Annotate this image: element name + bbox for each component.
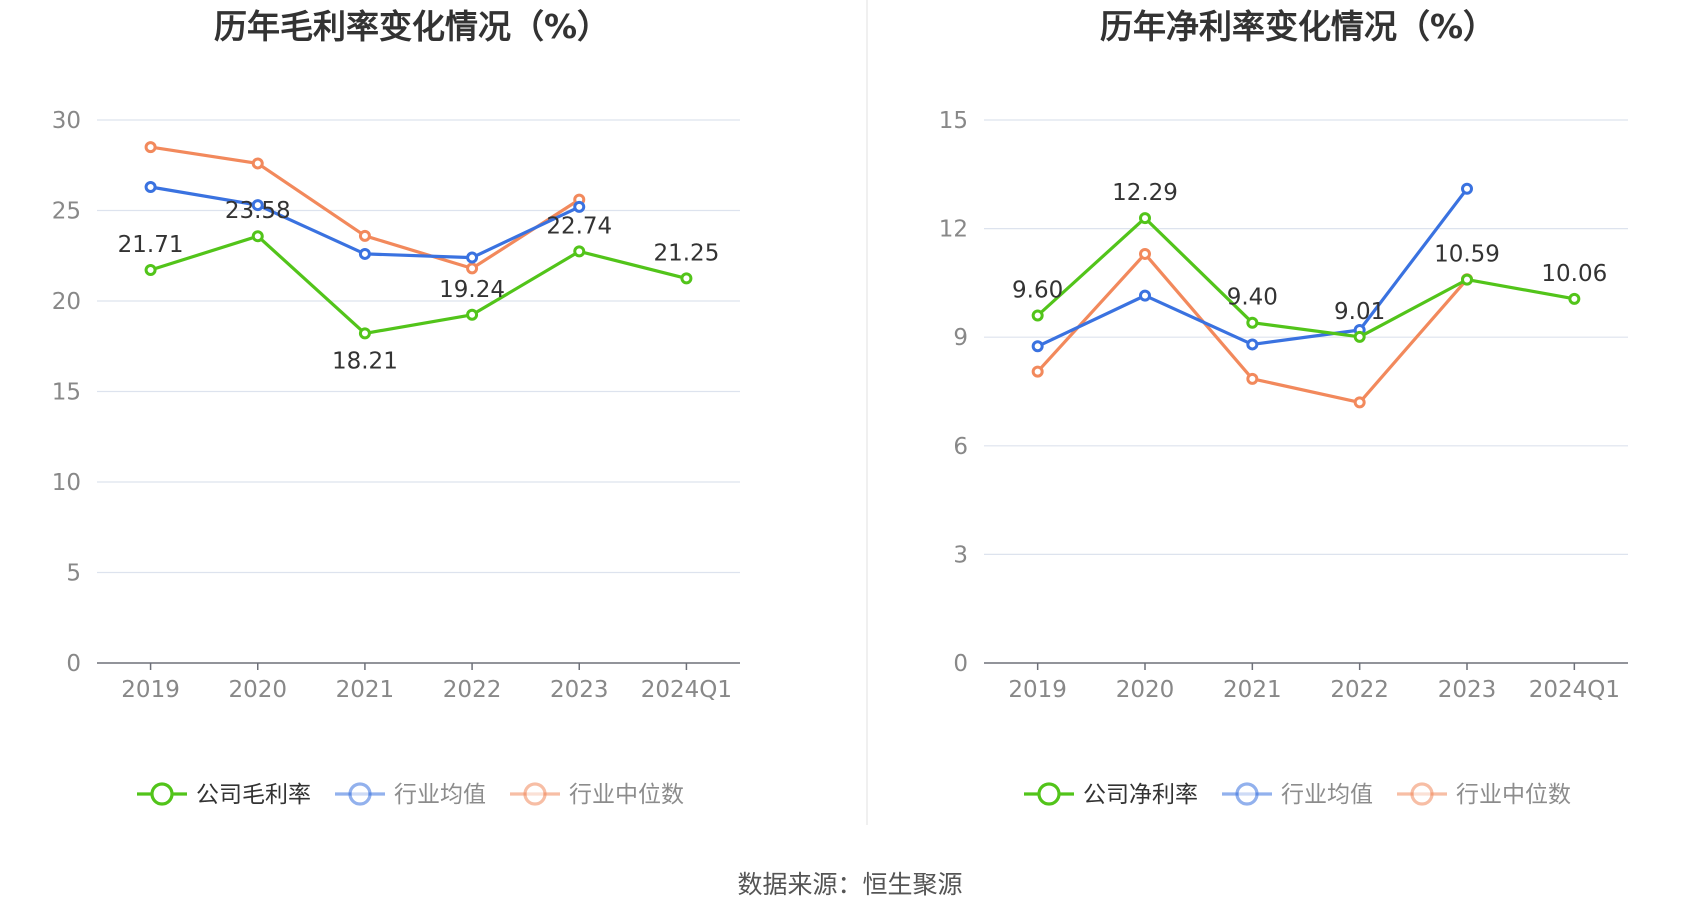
data-point-median[interactable] xyxy=(1031,365,1044,378)
data-source: 数据来源：恒生聚源 xyxy=(737,870,962,899)
data-label: 9.40 xyxy=(1227,285,1278,311)
legend-marker xyxy=(1235,782,1259,806)
legend-item-median[interactable]: 行业中位数 xyxy=(510,782,684,808)
chart-title: 历年毛利率变化情况（%） xyxy=(214,7,610,46)
data-label: 9.60 xyxy=(1012,277,1063,303)
series-line-avg xyxy=(150,185,580,260)
x-tick-label: 2019 xyxy=(1008,677,1067,703)
gross-margin-chart: 历年毛利率变化情况（%） 0 5 10 15 20 25 30 2019 2020 2021 2022… xyxy=(52,7,740,808)
x-tick-label: 2023 xyxy=(1438,677,1497,703)
data-point-avg[interactable] xyxy=(144,180,157,193)
legend-item-median[interactable]: 行业中位数 xyxy=(1397,782,1571,808)
x-tick-label: 2019 xyxy=(121,677,180,703)
legend-marker xyxy=(150,782,174,806)
data-point-median[interactable] xyxy=(358,229,371,242)
data-point-avg[interactable] xyxy=(1461,182,1473,195)
legend-label: 公司毛利率 xyxy=(196,782,311,808)
legend-label: 公司净利率 xyxy=(1083,782,1198,808)
data-label: 22.74 xyxy=(546,213,612,239)
data-label: 10.59 xyxy=(1434,242,1500,268)
y-tick-label: 12 xyxy=(939,217,968,243)
data-point-company[interactable] xyxy=(1568,292,1581,305)
data-point-median[interactable] xyxy=(1353,396,1366,409)
y-tick-label: 3 xyxy=(953,542,968,568)
data-label: 12.29 xyxy=(1112,180,1178,206)
y-tick-label: 15 xyxy=(52,380,81,406)
data-point-median[interactable] xyxy=(1139,247,1151,260)
y-tick-label: 30 xyxy=(52,108,81,134)
legend-label: 行业中位数 xyxy=(1456,782,1571,808)
x-tick-label: 2024Q1 xyxy=(1529,677,1620,703)
x-tick-label: 2020 xyxy=(228,677,287,703)
data-label: 10.06 xyxy=(1541,261,1607,287)
data-point-avg[interactable] xyxy=(1246,338,1259,351)
data-point-avg[interactable] xyxy=(251,199,264,212)
data-point-company[interactable] xyxy=(680,272,693,285)
legend-item-company[interactable]: 公司净利率 xyxy=(1024,782,1198,808)
data-point-company[interactable] xyxy=(251,230,264,243)
data-point-avg[interactable] xyxy=(358,247,371,260)
data-point-avg[interactable] xyxy=(573,200,586,213)
y-tick-label: 0 xyxy=(953,651,968,677)
data-point-company[interactable] xyxy=(358,327,371,340)
data-point-avg[interactable] xyxy=(1031,340,1044,353)
data-label: 19.24 xyxy=(439,277,505,303)
legend-marker xyxy=(348,782,372,806)
data-point-median[interactable] xyxy=(251,157,264,170)
chart-title: 历年净利率变化情况（%） xyxy=(1100,7,1496,46)
legend-item-avg[interactable]: 行业均值 xyxy=(335,782,486,808)
data-point-median[interactable] xyxy=(1246,372,1259,385)
net-margin-chart: 历年净利率变化情况（%） 0 3 6 9 12 15 2019 2020 2021 2022 2023… xyxy=(939,7,1628,808)
y-tick-label: 15 xyxy=(939,108,968,134)
y-tick-label: 5 xyxy=(66,561,81,587)
data-point-company[interactable] xyxy=(1246,316,1259,329)
data-point-company[interactable] xyxy=(144,264,157,277)
legend-label: 行业均值 xyxy=(394,782,486,808)
legend-item-company[interactable]: 公司毛利率 xyxy=(137,782,311,808)
legend-item-avg[interactable]: 行业均值 xyxy=(1222,782,1373,808)
legend-marker xyxy=(523,782,547,806)
x-tick-label: 2022 xyxy=(1330,677,1389,703)
x-tick-label: 2020 xyxy=(1116,677,1175,703)
data-point-avg[interactable] xyxy=(1139,289,1151,302)
data-point-median[interactable] xyxy=(466,262,479,275)
data-point-avg[interactable] xyxy=(466,251,479,264)
x-tick-label: 2023 xyxy=(550,677,609,703)
x-tick-label: 2021 xyxy=(336,677,395,703)
x-tick-label: 2024Q1 xyxy=(641,677,732,703)
data-point-company[interactable] xyxy=(1031,309,1044,322)
data-point-company[interactable] xyxy=(1461,273,1473,286)
data-point-median[interactable] xyxy=(144,141,157,154)
data-label: 9.01 xyxy=(1334,299,1385,325)
data-point-company[interactable] xyxy=(1353,330,1366,343)
legend-label: 行业均值 xyxy=(1281,782,1373,808)
y-tick-label: 25 xyxy=(52,199,81,225)
series-line-company xyxy=(150,234,687,335)
data-label: 18.21 xyxy=(332,348,398,374)
series-line-company xyxy=(1036,216,1575,339)
y-tick-label: 9 xyxy=(953,325,968,351)
y-tick-label: 10 xyxy=(52,470,81,496)
legend-marker xyxy=(1410,782,1434,806)
data-label: 23.58 xyxy=(225,198,291,224)
legend-label: 行业中位数 xyxy=(569,782,684,808)
legend-marker xyxy=(1037,782,1061,806)
data-point-company[interactable] xyxy=(466,308,479,321)
x-tick-label: 2022 xyxy=(443,677,502,703)
y-tick-label: 20 xyxy=(52,289,81,315)
y-tick-label: 6 xyxy=(953,434,968,460)
data-label: 21.71 xyxy=(118,232,184,258)
data-point-company[interactable] xyxy=(1139,212,1151,225)
x-tick-label: 2021 xyxy=(1223,677,1282,703)
data-label: 21.25 xyxy=(653,240,719,266)
data-point-company[interactable] xyxy=(573,245,586,258)
y-tick-label: 0 xyxy=(66,651,81,677)
